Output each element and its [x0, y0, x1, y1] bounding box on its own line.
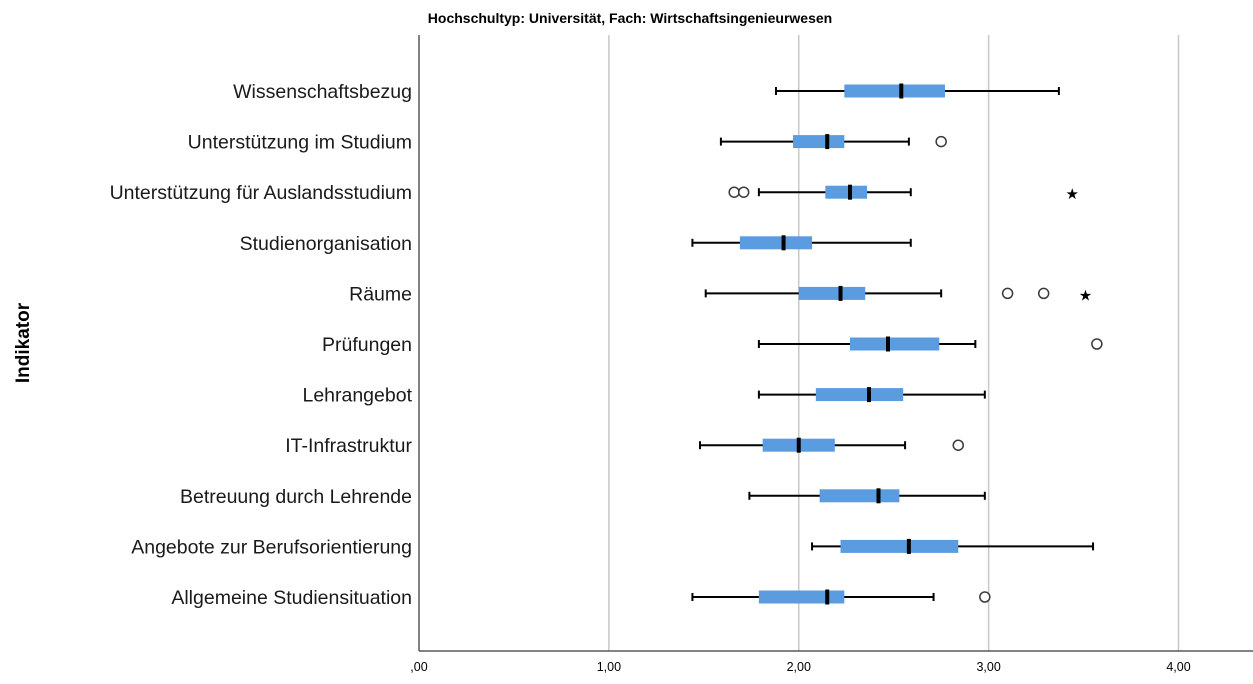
outlier-point [979, 591, 991, 603]
category-label: Räume [349, 283, 412, 305]
outlier-point [728, 186, 740, 198]
category-label: Angebote zur Berufsorientierung [131, 536, 412, 558]
x-tick-label: ,00 [410, 660, 427, 674]
outlier-point [1001, 287, 1014, 300]
category-label: Wissenschaftsbezug [233, 81, 412, 103]
iqr-box [758, 590, 845, 604]
box-item [719, 134, 947, 150]
x-axis-ticks: ,00 1,00 2,00 3,00 4,00 [410, 660, 1190, 674]
y-axis-title: Indikator [13, 302, 34, 383]
iqr-box [840, 539, 959, 553]
category-label: Allgemeine Studiensituation [171, 587, 412, 609]
iqr-box [850, 337, 940, 351]
x-tick-label: 2,00 [787, 660, 811, 674]
box-item [757, 336, 1103, 352]
iqr-box [798, 286, 866, 300]
category-label: Unterstützung für Auslandsstudium [110, 182, 412, 204]
category-label: Lehrangebot [302, 385, 412, 407]
x-tick-label: 4,00 [1166, 660, 1190, 674]
iqr-box [815, 388, 904, 402]
outlier-point [1091, 338, 1103, 350]
boxes: ★★ [691, 83, 1103, 605]
iqr-box [793, 135, 845, 149]
box-item [748, 488, 986, 504]
extreme-point: ★ [1079, 286, 1092, 304]
outlier-point [1037, 287, 1050, 300]
box-item [699, 437, 964, 453]
category-label: IT-Infrastruktur [285, 435, 412, 457]
iqr-box [739, 236, 813, 250]
box-item [774, 83, 1060, 99]
iqr-box [819, 489, 900, 503]
category-label: Studienorganisation [240, 233, 412, 255]
box-item [691, 589, 991, 605]
outlier-point [952, 439, 964, 451]
category-labels: Wissenschaftsbezug Unterstützung im Studi… [110, 81, 413, 609]
iqr-box [825, 185, 868, 199]
box-item [811, 538, 1095, 554]
box-item [757, 387, 986, 403]
chart-title: Hochschultyp: Universität, Fach: Wirtsch… [428, 10, 832, 26]
category-label: Prüfungen [322, 334, 412, 356]
extreme-point: ★ [1065, 185, 1078, 203]
outlier-point [737, 186, 750, 198]
outlier-point [935, 135, 947, 148]
box-item [691, 235, 912, 251]
x-tick-label: 1,00 [597, 660, 621, 674]
x-tick-label: 3,00 [976, 660, 1000, 674]
box-item: ★ [704, 285, 1092, 304]
category-label: Betreuung durch Lehrende [180, 486, 412, 508]
iqr-box [844, 84, 945, 98]
category-label: Unterstützung im Studium [188, 132, 412, 154]
box-item: ★ [728, 184, 1079, 203]
